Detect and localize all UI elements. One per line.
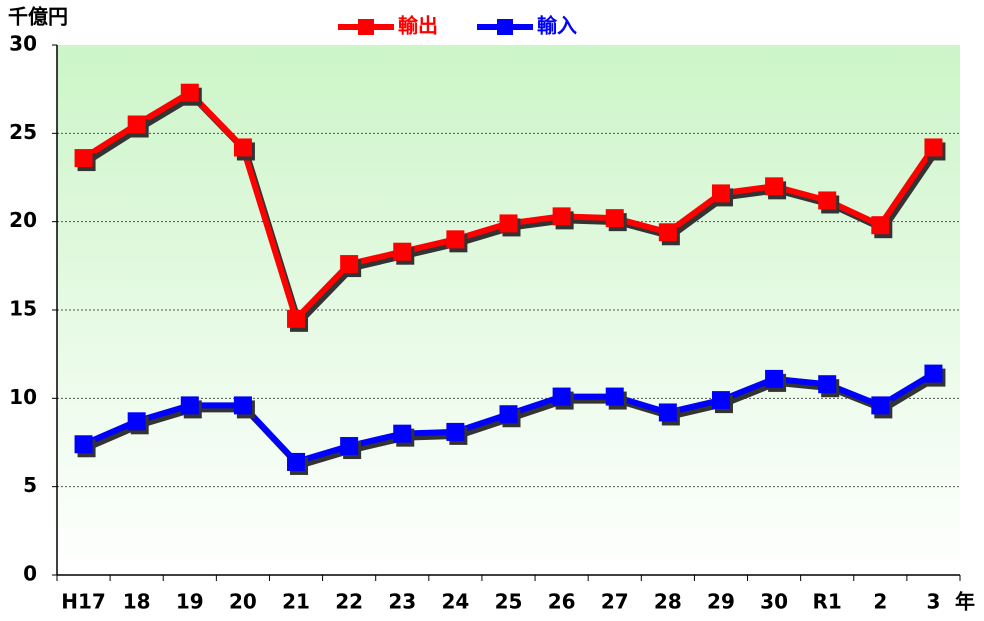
- marker: [818, 191, 837, 210]
- marker: [658, 403, 677, 422]
- marker: [552, 387, 571, 406]
- y-unit-label: 千億円: [8, 5, 68, 29]
- marker: [818, 375, 837, 394]
- x-tick-label: 27: [601, 590, 629, 614]
- marker: [127, 115, 146, 134]
- legend-marker: [358, 19, 374, 35]
- marker: [340, 255, 359, 274]
- marker: [127, 412, 146, 431]
- y-tick-label: 5: [23, 473, 37, 497]
- marker: [180, 83, 199, 102]
- x-tick-label: 30: [760, 590, 788, 614]
- x-tick-label: 28: [654, 590, 682, 614]
- marker: [180, 396, 199, 415]
- legend-label: 輸入: [537, 14, 577, 38]
- marker: [924, 364, 943, 383]
- x-tick-label: 19: [176, 590, 204, 614]
- marker: [711, 391, 730, 410]
- x-tick-label: 3: [926, 590, 940, 614]
- marker: [605, 387, 624, 406]
- x-tick-label: R1: [813, 590, 842, 614]
- marker: [393, 424, 412, 443]
- marker: [605, 209, 624, 228]
- x-tick-label: 2: [873, 590, 887, 614]
- x-tick-label: 24: [441, 590, 469, 614]
- y-tick-label: 10: [9, 385, 37, 409]
- x-tick-label: 18: [123, 590, 151, 614]
- x-tick-label: H17: [61, 590, 106, 614]
- marker: [499, 214, 518, 233]
- x-tick-label: 22: [335, 590, 363, 614]
- x-unit-label: 年: [955, 590, 975, 614]
- marker: [287, 309, 306, 328]
- x-tick-label: 26: [548, 590, 576, 614]
- marker: [446, 422, 465, 441]
- x-tick-label: 29: [707, 590, 735, 614]
- marker: [393, 242, 412, 261]
- y-tick-label: 30: [9, 32, 37, 56]
- x-tick-label: 25: [495, 590, 523, 614]
- marker: [499, 405, 518, 424]
- marker: [871, 396, 890, 415]
- plot-area: [57, 45, 960, 575]
- marker: [74, 149, 93, 168]
- marker: [711, 184, 730, 203]
- marker: [765, 369, 784, 388]
- marker: [340, 437, 359, 456]
- marker: [924, 138, 943, 157]
- y-tick-label: 25: [9, 120, 37, 144]
- marker: [765, 177, 784, 196]
- x-tick-label: 21: [282, 590, 310, 614]
- legend-marker: [497, 19, 513, 35]
- legend-label: 輸出: [398, 14, 438, 38]
- marker: [871, 216, 890, 235]
- x-tick-label: 23: [388, 590, 416, 614]
- y-tick-label: 20: [9, 208, 37, 232]
- marker: [552, 207, 571, 226]
- marker: [233, 138, 252, 157]
- marker: [74, 435, 93, 454]
- marker: [233, 396, 252, 415]
- marker: [658, 223, 677, 242]
- x-tick-label: 20: [229, 590, 257, 614]
- marker: [287, 452, 306, 471]
- marker: [446, 230, 465, 249]
- y-tick-label: 15: [9, 297, 37, 321]
- y-tick-label: 0: [23, 562, 37, 586]
